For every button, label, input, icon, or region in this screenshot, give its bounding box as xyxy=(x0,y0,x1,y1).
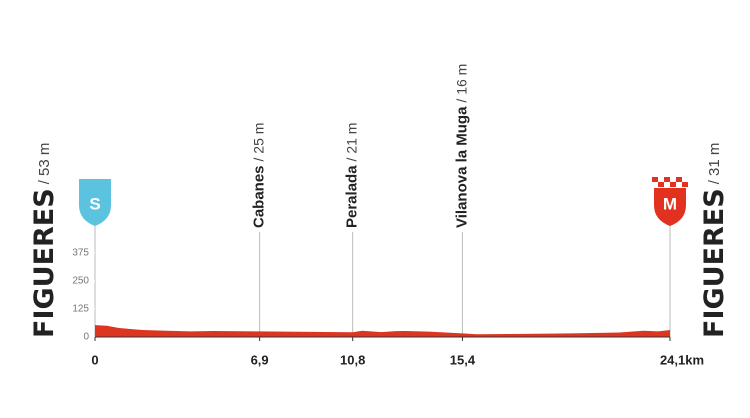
y-tick-label: 250 xyxy=(72,276,89,287)
place-name: Cabanes xyxy=(251,165,268,228)
badge-check xyxy=(664,177,670,182)
place-label: Vilanova la Muga / 16 m xyxy=(453,64,470,228)
place-altitude: / 21 m xyxy=(343,123,359,162)
badge-check xyxy=(652,177,658,182)
x-tick-label: 15,4 xyxy=(450,352,476,367)
profile-area xyxy=(95,325,670,337)
place-altitude: / 16 m xyxy=(453,64,469,103)
y-tick-label: 125 xyxy=(72,304,89,315)
badge-check xyxy=(682,182,688,187)
badge-check xyxy=(676,177,682,182)
badge-letter: M xyxy=(663,194,677,213)
place-altitude: / 25 m xyxy=(250,123,266,162)
town-altitude: / 31 m xyxy=(706,143,723,185)
town-name: FIGUERES xyxy=(29,188,60,338)
town-name: FIGUERES xyxy=(699,188,730,338)
place-label: Cabanes / 25 m xyxy=(250,123,267,228)
badge-letter: S xyxy=(89,194,100,213)
place-name: Peralada xyxy=(344,165,361,228)
place-name: Vilanova la Muga xyxy=(453,106,470,228)
x-tick-label: 0 xyxy=(91,352,98,367)
badge xyxy=(654,188,686,226)
x-tick-label: 24,1km xyxy=(660,352,704,367)
badge-check xyxy=(670,182,676,187)
badge xyxy=(79,179,111,226)
badge-check xyxy=(658,182,664,187)
y-tick-label: 0 xyxy=(83,332,89,343)
x-tick-label: 10,8 xyxy=(340,352,365,367)
town-label: FIGUERES / 53 m xyxy=(29,143,60,338)
town-label: FIGUERES / 31 m xyxy=(699,143,730,338)
place-label: Peralada / 21 m xyxy=(343,123,360,228)
town-altitude: / 53 m xyxy=(36,143,53,185)
x-tick-label: 6,9 xyxy=(251,352,269,367)
y-tick-label: 375 xyxy=(72,248,89,259)
